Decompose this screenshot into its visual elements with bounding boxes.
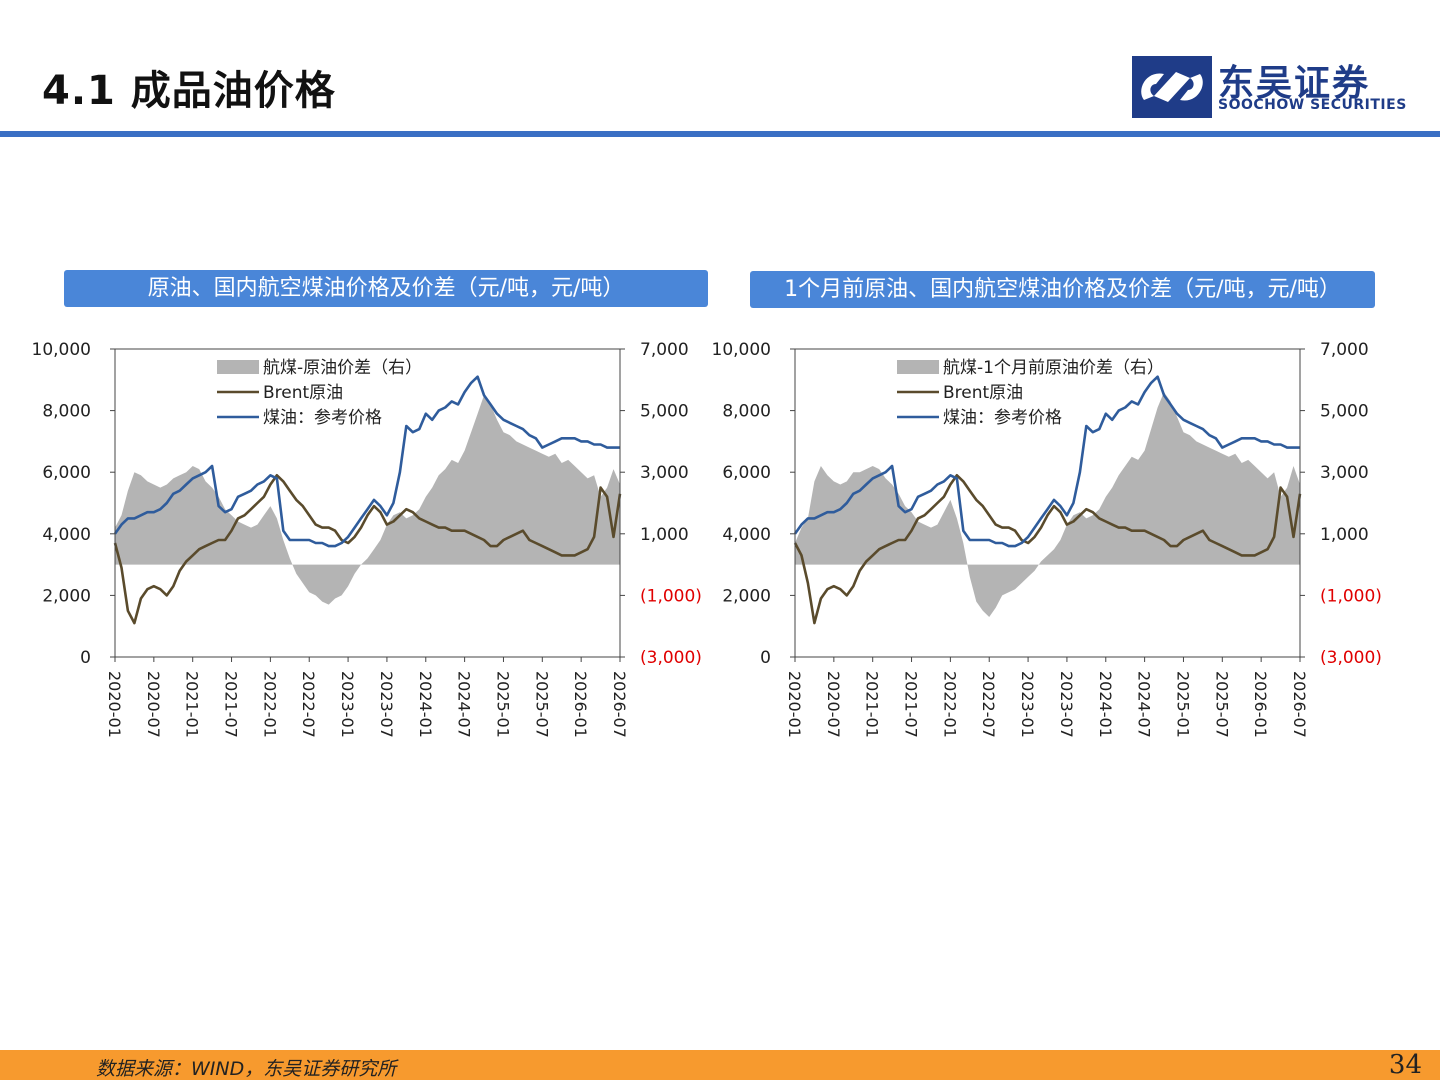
chart-1-legend-label: 航煤-原油价差（右） <box>263 358 422 378</box>
source-note: 数据来源：WIND，东吴证券研究所 <box>96 1058 397 1080</box>
company-logo: 东吴证券 SOOCHOW SECURITIES <box>1132 52 1412 122</box>
logo-chinese-name: 东吴证券 <box>1218 63 1371 104</box>
chart-2-x-tick-label: 2025-07 <box>1212 671 1231 738</box>
chart-1-left-tick-label: 0 <box>80 648 91 668</box>
chart-1: 10,000 8,000 6,000 4,000 2,000 0 7,000 5,000 3,0… <box>32 340 702 738</box>
chart-1-kerosene-line <box>113 375 620 548</box>
header-divider <box>0 131 1440 137</box>
chart-2-left-tick-label: 0 <box>760 648 771 668</box>
chart-1-right-tick-label: 5,000 <box>640 402 689 422</box>
page-number: 34 <box>1388 1050 1422 1080</box>
chart-2-right-tick-label: (3,000) <box>1320 648 1382 668</box>
chart-2-right-tick-label: 3,000 <box>1320 463 1369 483</box>
chart-2-legend-label: 煤油：参考价格 <box>943 408 1062 428</box>
chart-2-x-tick-label: 2022-07 <box>979 671 998 738</box>
chart-2-legend-label: 航煤-1个月前原油价差（右） <box>943 358 1164 378</box>
chart-1-x-tick-label: 2023-07 <box>377 671 396 738</box>
chart-2-x-tick-label: 2023-01 <box>1018 671 1037 738</box>
chart-1-brent-line <box>113 474 622 625</box>
chart-2-right-tick-label: (1,000) <box>1320 586 1382 606</box>
logo-english-name: SOOCHOW SECURITIES <box>1218 97 1407 113</box>
chart-2-right-tick-label: 5,000 <box>1320 402 1369 422</box>
chart-2-x-tick-label: 2024-07 <box>1135 671 1154 738</box>
chart-1-right-tick-label: 7,000 <box>640 340 689 360</box>
chart-1-left-tick-label: 4,000 <box>42 525 91 545</box>
chart-1-x-tick-label: 2021-07 <box>222 671 241 738</box>
chart-1-legend-label: 煤油：参考价格 <box>263 408 382 428</box>
chart-1-legend-label: Brent原油 <box>263 383 343 403</box>
chart-1-x-tick-label: 2025-01 <box>493 671 512 738</box>
chart-2-left-tick-label: 6,000 <box>722 463 771 483</box>
chart-2-left-tick-label: 8,000 <box>722 402 771 422</box>
chart-1-x-tick-label: 2020-07 <box>144 671 163 738</box>
chart-1-x-tick-label: 2023-01 <box>338 671 357 738</box>
chart-2-x-tick-label: 2021-07 <box>902 671 921 738</box>
chart-1-x-tick-label: 2021-01 <box>183 671 202 738</box>
chart-2-left-tick-label: 2,000 <box>722 586 771 606</box>
chart-2-x-tick-label: 2020-01 <box>785 671 804 738</box>
chart-2-title: 1个月前原油、国内航空煤油价格及价差（元/吨，元/吨） <box>750 271 1375 308</box>
chart-2-right-tick-label: 7,000 <box>1320 340 1369 360</box>
chart-1-x-tick-label: 2024-07 <box>455 671 474 738</box>
chart-1-x-tick-label: 2022-07 <box>299 671 318 738</box>
page-title: 4.1 成品油价格 <box>42 68 336 114</box>
chart-1-right-tick-label: 3,000 <box>640 463 689 483</box>
chart-1-left-tick-label: 6,000 <box>42 463 91 483</box>
chart-2-brent-line <box>793 474 1302 625</box>
soochow-logo-icon <box>1132 56 1212 118</box>
chart-1-left-tick-label: 10,000 <box>32 340 91 360</box>
chart-1-right-tick-label: (1,000) <box>640 586 702 606</box>
chart-2-x-tick-label: 2022-01 <box>940 671 959 738</box>
chart-2-spread-area <box>795 392 1300 617</box>
chart-1-x-tick-label: 2026-07 <box>610 671 629 738</box>
chart-1-legend-swatch-spread <box>217 360 259 374</box>
footer-bar: 数据来源：WIND，东吴证券研究所 34 <box>0 1050 1440 1080</box>
chart-2-left-tick-label: 10,000 <box>712 340 771 360</box>
chart-2-x-tick-label: 2023-07 <box>1057 671 1076 738</box>
chart-1-left-tick-label: 8,000 <box>42 402 91 422</box>
chart-1-x-tick-label: 2024-01 <box>416 671 435 738</box>
chart-2-plot-frame <box>794 348 1301 658</box>
chart-2-legend-label: Brent原油 <box>943 383 1023 403</box>
chart-2-x-tick-label: 2026-07 <box>1290 671 1309 738</box>
chart-2-kerosene-line <box>793 375 1300 548</box>
chart-2-x-tick-label: 2025-01 <box>1173 671 1192 738</box>
chart-1-spread-area <box>115 395 620 605</box>
chart-2: 10,000 8,000 6,000 4,000 2,000 0 7,000 5,000 3,0… <box>712 340 1382 738</box>
chart-1-plot-frame <box>114 348 621 658</box>
chart-1-x-tick-label: 2025-07 <box>532 671 551 738</box>
chart-1-x-tick-label: 2022-01 <box>260 671 279 738</box>
chart-2-x-tick-label: 2021-01 <box>863 671 882 738</box>
chart-1-title: 原油、国内航空煤油价格及价差（元/吨，元/吨） <box>64 270 708 307</box>
chart-1-right-tick-label: (3,000) <box>640 648 702 668</box>
chart-2-legend-swatch-spread <box>897 360 939 374</box>
chart-1-x-tick-label: 2026-01 <box>571 671 590 738</box>
chart-2-right-tick-label: 1,000 <box>1320 525 1369 545</box>
chart-2-x-tick-label: 2024-01 <box>1096 671 1115 738</box>
chart-2-x-tick-label: 2026-01 <box>1251 671 1270 738</box>
chart-1-left-tick-label: 2,000 <box>42 586 91 606</box>
chart-1-x-tick-label: 2020-01 <box>105 671 124 738</box>
chart-2-x-tick-label: 2020-07 <box>824 671 843 738</box>
chart-1-right-tick-label: 1,000 <box>640 525 689 545</box>
chart-2-left-tick-label: 4,000 <box>722 525 771 545</box>
